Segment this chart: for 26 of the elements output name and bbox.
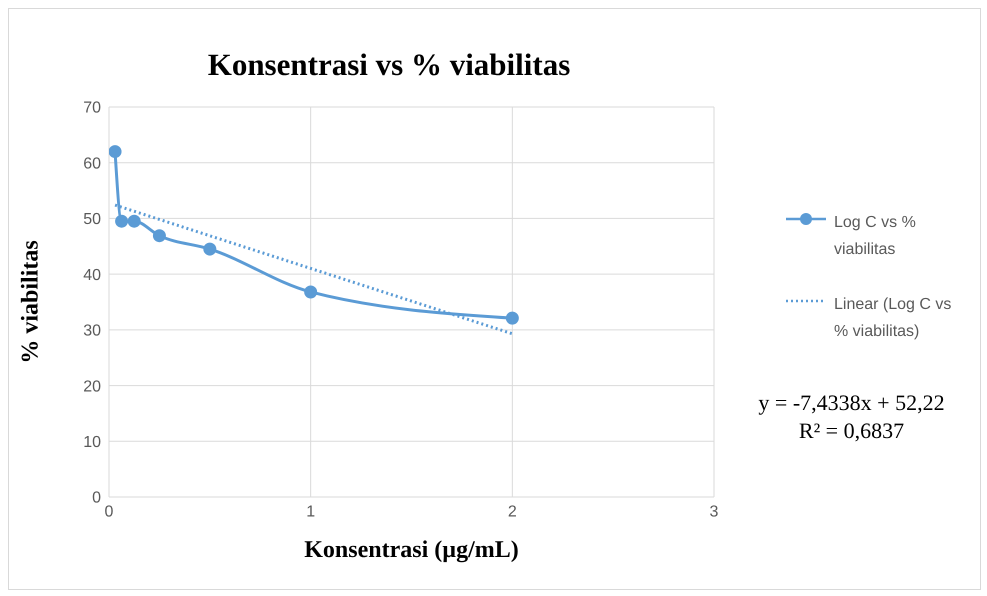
y-tick-label: 40 [83, 266, 102, 284]
y-tick-label: 50 [83, 211, 102, 228]
y-tick-label: 60 [83, 155, 102, 172]
point [115, 214, 128, 228]
point [203, 242, 216, 256]
point [152, 229, 166, 242]
x-axis-title: Konsentrasi (µg/mL) [304, 537, 519, 563]
y-axis-title: % viabilitas [18, 240, 44, 364]
y-tick-label: 10 [83, 434, 102, 451]
legend-label: Linear (Log C vs % viabilitas) [834, 295, 952, 342]
point [506, 312, 519, 325]
text: y = -7,4338x + 52,22 [757, 389, 946, 417]
point [109, 145, 122, 158]
x-tick-label: 2 [508, 503, 517, 520]
y-tick-label: 0 [92, 490, 102, 507]
y-tick-label: 70 [83, 100, 102, 117]
legend-label: Log C vs % viabilitas [834, 213, 917, 260]
x-tick-label: 1 [306, 503, 316, 520]
point [128, 214, 141, 228]
point [304, 285, 318, 298]
chart-title: Konsentrasi vs % viabilitas [206, 47, 572, 83]
x-tick-label: 0 [104, 503, 114, 520]
y-tick-label: 30 [83, 322, 102, 340]
text: R² = 0,6837 [798, 417, 906, 445]
y-tick-label: 20 [83, 378, 102, 396]
x-tick-label: 3 [710, 503, 719, 520]
